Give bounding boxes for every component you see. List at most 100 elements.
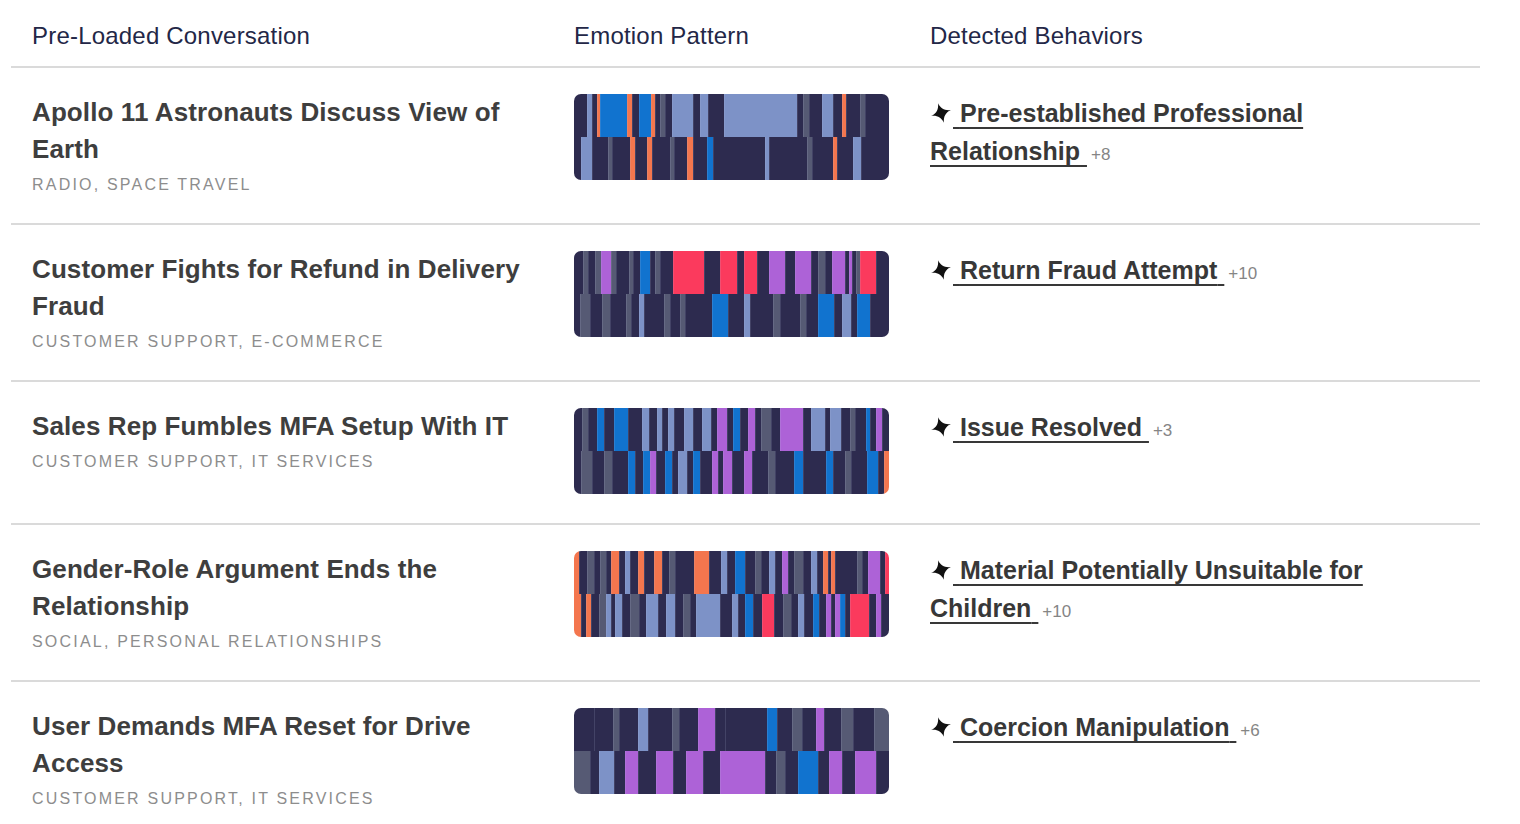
emotion-segment [816, 708, 824, 751]
conversation-table: Pre-Loaded Conversation Emotion Pattern … [11, 0, 1480, 824]
conversation-title[interactable]: User Demands MFA Reset for Drive Access [32, 708, 522, 782]
emotion-segment [818, 294, 834, 337]
emotion-segment [694, 551, 709, 594]
emotion-segment [733, 408, 740, 451]
emotion-segment [833, 451, 845, 494]
emotion-segment [794, 551, 802, 594]
emotion-segment [780, 294, 800, 337]
emotion-segment [635, 137, 648, 180]
emotion-segment [592, 451, 604, 494]
emotion-segment [630, 551, 638, 594]
table-row[interactable]: User Demands MFA Reset for Drive Access … [11, 680, 1480, 824]
emotion-pattern-cell [553, 708, 909, 808]
emotion-segment [592, 137, 608, 180]
conversation-title[interactable]: Apollo 11 Astronauts Discuss View of Ear… [32, 94, 522, 168]
emotion-segment [725, 708, 767, 751]
emotion-segment [675, 594, 683, 637]
four-pointed-star-icon [930, 710, 952, 732]
emotion-segment [674, 408, 685, 451]
emotion-segment [744, 451, 752, 494]
detected-behaviors-cell: Pre-established Professional Relationshi… [909, 94, 1464, 194]
emotion-segment [717, 408, 728, 451]
emotion-segment [604, 408, 615, 451]
conversation-cell: Gender-Role Argument Ends the Relationsh… [11, 551, 553, 651]
emotion-pattern-top-strip [574, 708, 889, 751]
emotion-segment [574, 251, 583, 294]
emotion-pattern-viz[interactable] [574, 551, 889, 637]
emotion-segment [693, 94, 701, 137]
four-pointed-star-icon [930, 553, 952, 575]
table-row[interactable]: Customer Fights for Refund in Delivery F… [11, 223, 1480, 380]
emotion-segment [865, 94, 889, 137]
emotion-segment [720, 751, 765, 794]
four-pointed-star-icon [930, 410, 952, 432]
emotion-segment [748, 408, 755, 451]
emotion-segment [698, 708, 715, 751]
emotion-segment [660, 251, 673, 294]
emotion-segment [855, 751, 876, 794]
emotion-segment [675, 551, 694, 594]
detected-behaviors-cell: Material Potentially Unsuitable for Chil… [909, 551, 1464, 651]
conversation-categories: RADIO, SPACE TRAVEL [32, 176, 553, 194]
behavior-extra-count[interactable]: +8 [1091, 145, 1110, 164]
emotion-segment [842, 751, 855, 794]
emotion-segment [687, 451, 694, 494]
emotion-pattern-viz[interactable] [574, 94, 889, 180]
table-row[interactable]: Apollo 11 Astronauts Discuss View of Ear… [11, 68, 1480, 223]
emotion-segment [574, 408, 582, 451]
behavior-extra-count[interactable]: +3 [1153, 421, 1172, 440]
emotion-pattern-viz[interactable] [574, 251, 889, 337]
behavior-link[interactable]: Material Potentially Unsuitable for Chil… [930, 556, 1363, 622]
emotion-segment [649, 408, 656, 451]
emotion-segment [672, 708, 680, 751]
emotion-segment [644, 551, 654, 594]
emotion-segment [693, 408, 702, 451]
emotion-pattern-viz[interactable] [574, 408, 889, 494]
emotion-segment [769, 137, 807, 180]
emotion-segment [650, 451, 657, 494]
conversation-title[interactable]: Sales Rep Fumbles MFA Setup With IT [32, 408, 522, 445]
emotion-segment [625, 751, 638, 794]
emotion-segment [678, 451, 686, 494]
emotion-segment [644, 294, 664, 337]
emotion-segment [703, 751, 720, 794]
emotion-segment [597, 408, 604, 451]
conversation-title[interactable]: Gender-Role Argument Ends the Relationsh… [32, 551, 522, 625]
emotion-segment [783, 594, 791, 637]
behavior-link[interactable]: Return Fraud Attempt [953, 256, 1224, 284]
emotion-segment [785, 751, 798, 794]
emotion-segment [638, 751, 655, 794]
emotion-segment [635, 451, 643, 494]
emotion-segment [666, 594, 674, 637]
emotion-pattern-viz[interactable] [574, 708, 889, 794]
emotion-segment [643, 451, 650, 494]
emotion-segment [837, 137, 853, 180]
table-row[interactable]: Gender-Role Argument Ends the Relationsh… [11, 523, 1480, 680]
emotion-segment [794, 451, 802, 494]
emotion-segment [610, 294, 626, 337]
emotion-segment [686, 751, 703, 794]
behavior-extra-count[interactable]: +6 [1240, 721, 1259, 740]
table-row[interactable]: Sales Rep Fumbles MFA Setup With IT CUST… [11, 380, 1480, 523]
conversation-title[interactable]: Customer Fights for Refund in Delivery F… [32, 251, 522, 325]
emotion-segment [780, 408, 803, 451]
behavior-extra-count[interactable]: +10 [1042, 602, 1071, 621]
emotion-segment [712, 451, 719, 494]
emotion-segment [630, 594, 638, 637]
table-body: Apollo 11 Astronauts Discuss View of Ear… [11, 68, 1480, 824]
emotion-segment [720, 251, 737, 294]
emotion-pattern-cell [553, 551, 909, 651]
emotion-segment [696, 594, 719, 637]
emotion-segment [795, 251, 811, 294]
behavior-link[interactable]: Coercion Manipulation [953, 713, 1236, 741]
behavior-extra-count[interactable]: +10 [1228, 264, 1257, 283]
behavior-link[interactable]: Pre-established Professional Relationshi… [930, 99, 1303, 165]
emotion-segment [574, 708, 594, 751]
emotion-segment [841, 708, 853, 751]
emotion-segment [685, 294, 712, 337]
behavior-link[interactable]: Issue Resolved [953, 413, 1149, 441]
emotion-segment [702, 408, 711, 451]
emotion-segment [861, 137, 889, 180]
emotion-segment [846, 94, 860, 137]
emotion-segment [851, 451, 867, 494]
